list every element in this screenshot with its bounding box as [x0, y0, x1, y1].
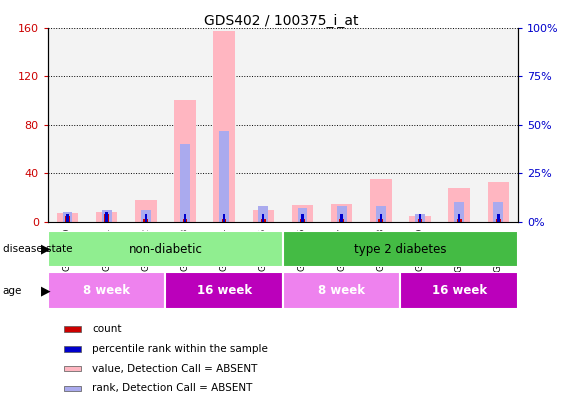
- Text: disease state: disease state: [3, 244, 72, 254]
- Bar: [292, 205, 313, 222]
- Bar: [283, 231, 518, 267]
- Bar: [448, 188, 470, 222]
- Bar: [223, 214, 225, 222]
- Text: 16 week: 16 week: [432, 284, 487, 297]
- Bar: [135, 200, 157, 222]
- Bar: [66, 214, 69, 222]
- Bar: [144, 219, 148, 222]
- Bar: [370, 179, 392, 222]
- Bar: [440, 28, 479, 222]
- Bar: [253, 209, 274, 222]
- Bar: [400, 272, 518, 309]
- Text: ▶: ▶: [41, 243, 51, 255]
- Bar: [361, 28, 400, 222]
- Bar: [105, 212, 108, 222]
- Bar: [376, 206, 386, 222]
- Bar: [418, 219, 422, 222]
- Bar: [322, 28, 361, 222]
- Bar: [87, 28, 126, 222]
- Text: 16 week: 16 week: [196, 284, 252, 297]
- Bar: [204, 28, 244, 222]
- Bar: [219, 131, 229, 222]
- Bar: [262, 214, 265, 222]
- Bar: [400, 28, 440, 222]
- Bar: [331, 204, 352, 222]
- Bar: [57, 213, 78, 222]
- Bar: [496, 219, 501, 222]
- Bar: [415, 214, 425, 222]
- Bar: [64, 326, 81, 332]
- Bar: [166, 272, 283, 309]
- Text: value, Detection Call = ABSENT: value, Detection Call = ABSENT: [92, 364, 258, 374]
- Bar: [174, 101, 196, 222]
- Bar: [497, 214, 499, 222]
- Bar: [283, 272, 400, 309]
- Bar: [48, 272, 166, 309]
- Text: age: age: [3, 286, 22, 296]
- Bar: [48, 231, 283, 267]
- Bar: [166, 28, 204, 222]
- Bar: [141, 210, 151, 222]
- Text: percentile rank within the sample: percentile rank within the sample: [92, 344, 268, 354]
- Bar: [182, 219, 187, 222]
- Text: count: count: [92, 324, 122, 334]
- Text: type 2 diabetes: type 2 diabetes: [354, 243, 446, 255]
- Bar: [96, 212, 118, 222]
- Bar: [457, 219, 462, 222]
- Bar: [64, 366, 81, 371]
- Bar: [145, 214, 147, 222]
- Bar: [184, 214, 186, 222]
- Bar: [62, 212, 72, 222]
- Bar: [261, 219, 266, 222]
- Bar: [222, 219, 226, 222]
- Bar: [126, 28, 166, 222]
- Bar: [337, 206, 347, 222]
- Bar: [458, 214, 461, 222]
- Text: rank, Detection Call = ABSENT: rank, Detection Call = ABSENT: [92, 383, 253, 394]
- Bar: [454, 202, 464, 222]
- Bar: [419, 214, 421, 222]
- Bar: [64, 386, 81, 391]
- Bar: [283, 28, 322, 222]
- Bar: [298, 208, 307, 222]
- Bar: [479, 28, 518, 222]
- Text: ▶: ▶: [41, 284, 51, 297]
- Bar: [102, 210, 111, 222]
- Bar: [258, 206, 268, 222]
- Bar: [488, 182, 509, 222]
- Text: GDS402 / 100375_i_at: GDS402 / 100375_i_at: [204, 14, 359, 28]
- Text: 8 week: 8 week: [83, 284, 130, 297]
- Bar: [300, 219, 305, 222]
- Bar: [339, 219, 344, 222]
- Bar: [104, 215, 109, 222]
- Bar: [409, 216, 431, 222]
- Bar: [65, 216, 70, 222]
- Text: 8 week: 8 week: [318, 284, 365, 297]
- Bar: [378, 219, 383, 222]
- Bar: [180, 144, 190, 222]
- Bar: [301, 214, 303, 222]
- Bar: [64, 346, 81, 352]
- Bar: [379, 214, 382, 222]
- Bar: [48, 28, 87, 222]
- Bar: [213, 31, 235, 222]
- Bar: [244, 28, 283, 222]
- Bar: [494, 202, 503, 222]
- Bar: [341, 214, 343, 222]
- Text: non-diabetic: non-diabetic: [128, 243, 202, 255]
